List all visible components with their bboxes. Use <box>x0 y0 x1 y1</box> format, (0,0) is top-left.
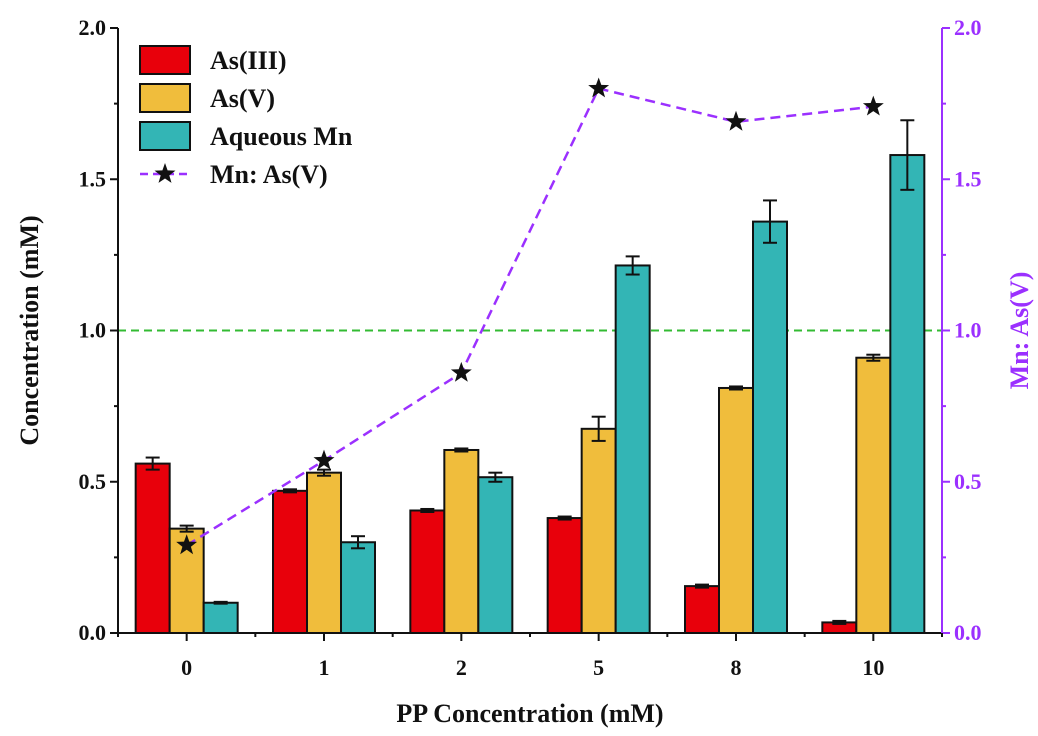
y-tick-label-left: 0.5 <box>79 469 107 494</box>
bar-as-iii- <box>272 489 308 635</box>
bar-as-iii- <box>409 509 446 634</box>
bar-aqueous-mn <box>889 154 926 635</box>
ratio-star-marker <box>450 361 472 382</box>
bar-as-v- <box>306 471 342 634</box>
ratio-star-marker <box>588 77 610 98</box>
y-tick-label-left: 0.0 <box>79 620 107 645</box>
bar-as-iii- <box>134 462 171 634</box>
x-tick-label: 2 <box>456 655 467 680</box>
x-tick-label: 10 <box>862 655 884 680</box>
x-tick-label: 0 <box>181 655 192 680</box>
bar-as-v- <box>718 386 754 634</box>
bar-as-iii- <box>684 585 720 634</box>
legend-swatch <box>139 45 191 75</box>
bar-aqueous-mn <box>202 601 239 634</box>
ratio-star-marker <box>725 110 747 131</box>
x-axis-title: PP Concentration (mM) <box>396 699 663 728</box>
bar-aqueous-mn <box>340 541 376 634</box>
y-tick-label-left: 1.5 <box>79 166 107 191</box>
legend-star-marker <box>154 163 176 183</box>
y-axis-title-right: Mn: As(V) <box>1005 272 1034 390</box>
legend-swatch <box>139 83 191 113</box>
ratio-line <box>186 87 874 547</box>
ratio-star-marker <box>862 95 884 116</box>
y-tick-label-left: 2.0 <box>79 15 107 40</box>
x-tick-label: 8 <box>731 655 742 680</box>
y-tick-label-right: 1.0 <box>954 318 982 343</box>
y-tick-label-left: 1.0 <box>79 318 107 343</box>
legend-swatch <box>139 121 191 151</box>
bar-as-v- <box>855 356 892 634</box>
x-tick-label: 5 <box>593 655 604 680</box>
ratio-star-marker <box>176 534 198 555</box>
x-tick-label: 1 <box>319 655 330 680</box>
ratio-star-marker <box>313 449 335 470</box>
bar-as-v- <box>580 427 617 634</box>
y-tick-label-right: 0.0 <box>954 620 982 645</box>
y-axis-title-left: Concentration (mM) <box>15 215 44 445</box>
y-tick-label-right: 2.0 <box>954 15 982 40</box>
legend-label: As(V) <box>210 84 275 113</box>
bar-as-v- <box>443 448 480 634</box>
legend-label: Mn: As(V) <box>210 160 328 189</box>
legend-label: Aqueous Mn <box>210 122 353 151</box>
bar-aqueous-mn <box>477 476 514 634</box>
bar-as-iii- <box>546 517 583 634</box>
bar-aqueous-mn <box>752 220 788 634</box>
bar-aqueous-mn <box>614 264 651 634</box>
y-tick-label-right: 0.5 <box>954 469 982 494</box>
legend-label: As(III) <box>210 46 287 75</box>
y-tick-label-right: 1.5 <box>954 166 982 191</box>
